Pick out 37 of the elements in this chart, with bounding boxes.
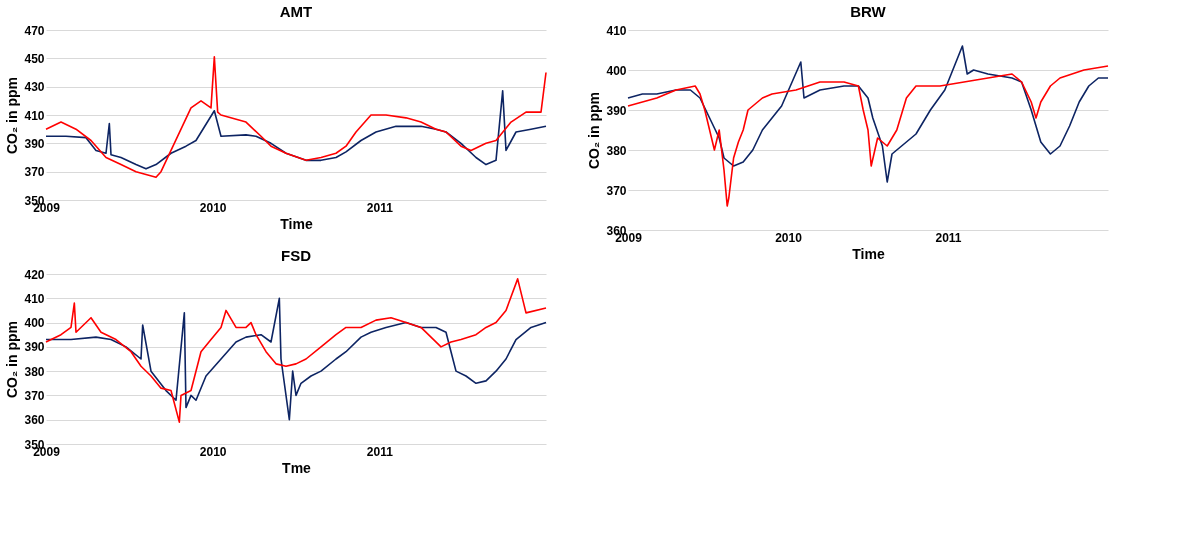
- line-series: [45, 90, 547, 170]
- x-tick-label: 2011: [366, 444, 394, 459]
- y-tick-label: 410: [24, 291, 45, 306]
- y-tick-label: 390: [24, 136, 45, 151]
- chart-title: BRW: [850, 3, 887, 20]
- y-tick-label: 360: [24, 413, 45, 428]
- y-tick-label: 420: [24, 267, 45, 282]
- y-tick-label: 370: [606, 183, 627, 198]
- y-axis-title: CO₂ in ppm: [586, 92, 603, 169]
- y-tick-label: 470: [24, 23, 45, 38]
- y-tick-label: 370: [24, 388, 45, 403]
- y-tick-label: 400: [606, 63, 627, 78]
- x-tick-label: 2011: [366, 200, 394, 215]
- chart-title: AMT: [279, 3, 313, 20]
- y-tick-label: 390: [24, 340, 45, 355]
- y-tick-label: 380: [24, 364, 45, 379]
- x-tick-label: 2010: [199, 200, 227, 215]
- y-tick-label: 410: [24, 108, 45, 123]
- line-series: [627, 65, 1109, 207]
- chart-title: FSD: [281, 247, 312, 264]
- y-tick-label: 380: [606, 143, 627, 158]
- x-tick-label: 2010: [199, 444, 227, 459]
- x-tick-label: 2010: [775, 230, 803, 245]
- x-axis-title: Time: [280, 215, 313, 232]
- y-tick-label: 370: [24, 165, 45, 180]
- y-tick-label: 400: [24, 316, 45, 331]
- y-tick-label: 390: [606, 103, 627, 118]
- line-series: [627, 45, 1109, 183]
- y-tick-label: 450: [24, 51, 45, 66]
- x-axis-title: Time: [852, 245, 885, 262]
- y-tick-label: 410: [606, 23, 627, 38]
- line-series: [45, 56, 547, 179]
- y-tick-label: 430: [24, 80, 45, 95]
- y-axis-title: CO₂ in ppm: [4, 321, 21, 398]
- y-axis-title: CO₂ in ppm: [4, 77, 21, 154]
- x-axis-title: Tme: [282, 459, 312, 476]
- x-tick-label: 2011: [935, 230, 962, 245]
